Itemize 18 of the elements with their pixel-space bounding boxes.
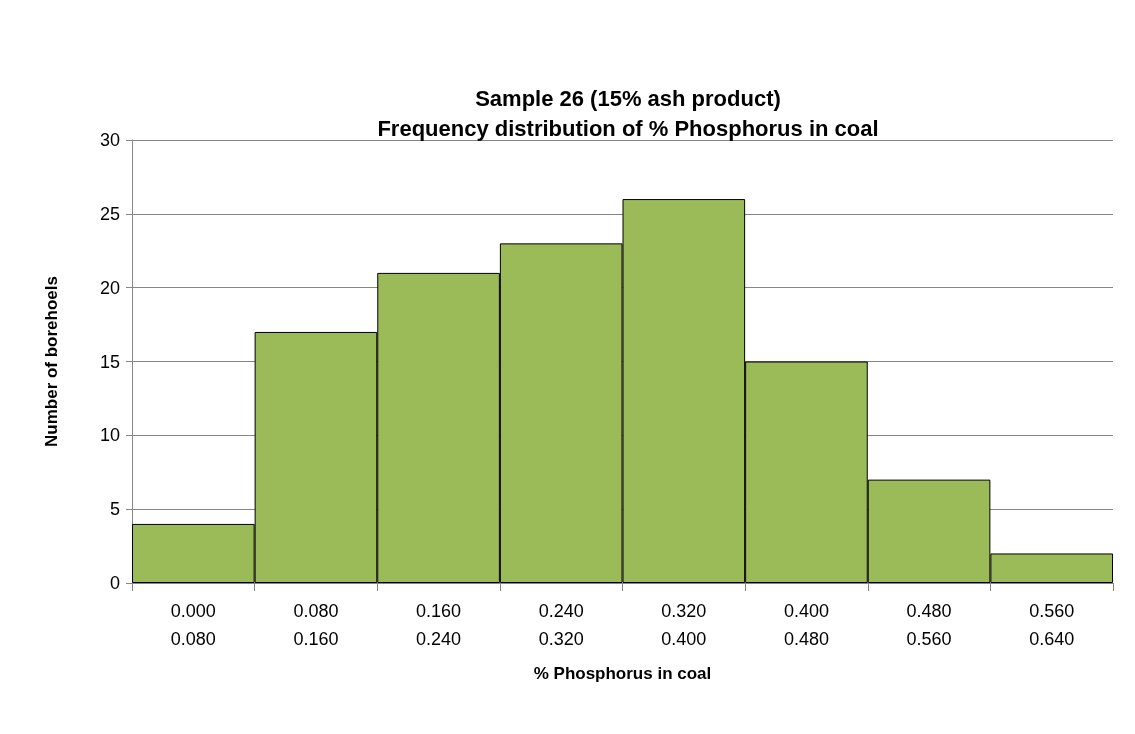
x-tick-label: 0.480 0.560 bbox=[906, 601, 952, 649]
x-tick-label: 0.560 0.640 bbox=[1029, 601, 1075, 649]
y-tick-label: 0 bbox=[109, 573, 120, 593]
y-tick-label: 10 bbox=[99, 425, 120, 446]
chart-title: Sample 26 (15% ash product) Frequency distribution of % Phosphorus in coal bbox=[377, 85, 879, 141]
y-tick-label: 30 bbox=[99, 130, 120, 150]
y-tick-label: 5 bbox=[109, 499, 120, 520]
x-tick-label: 0.000 0.080 bbox=[170, 601, 216, 649]
y-axis-title: Number of borehoels bbox=[42, 276, 61, 447]
x-tick-label: 0.320 0.400 bbox=[661, 601, 707, 649]
x-tick-label: 0.400 0.480 bbox=[783, 601, 829, 649]
x-tick-label: 0.160 0.240 bbox=[416, 601, 462, 649]
x-tick-label: 0.080 0.160 bbox=[293, 601, 339, 649]
y-tick-label: 15 bbox=[99, 351, 120, 372]
x-tick-label: 0.240 0.320 bbox=[538, 601, 584, 649]
y-tick-label: 20 bbox=[99, 277, 120, 298]
x-axis-title: % Phosphorus in coal bbox=[533, 664, 712, 683]
y-tick-label: 25 bbox=[99, 203, 120, 224]
